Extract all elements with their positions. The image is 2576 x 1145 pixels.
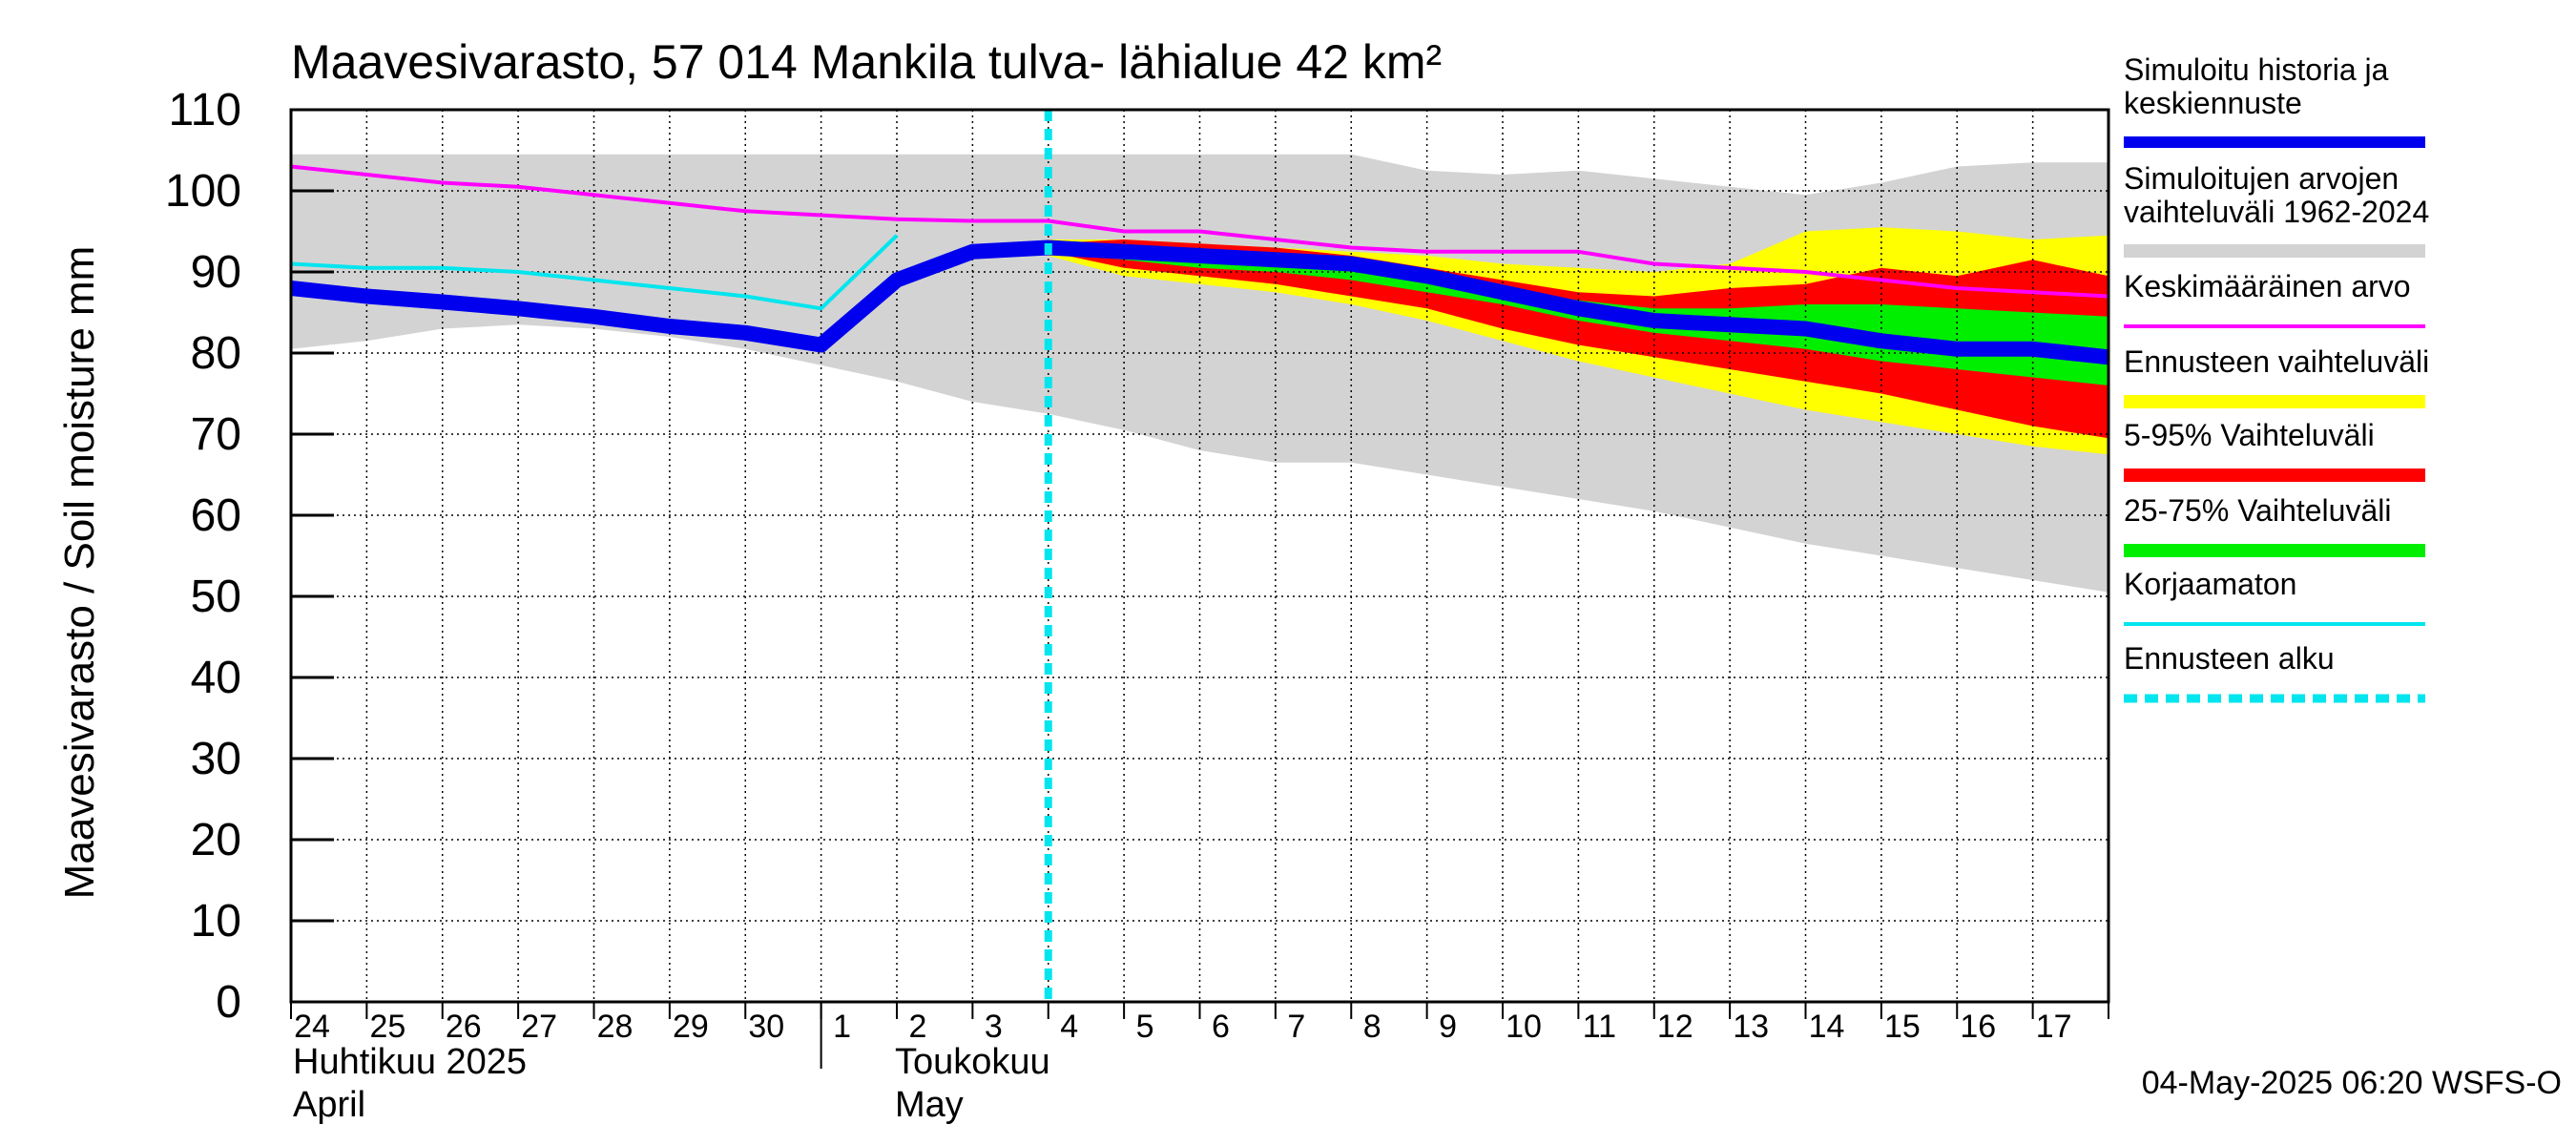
x-day-label: 2	[909, 1009, 927, 1045]
y-tick-label: 50	[191, 572, 241, 622]
x-day-label: 14	[1809, 1009, 1845, 1045]
x-day-label: 4	[1060, 1009, 1078, 1045]
y-tick-label: 30	[191, 734, 241, 784]
x-day-label: 28	[597, 1009, 634, 1045]
chart-title: Maavesivarasto, 57 014 Mankila tulva- lä…	[291, 35, 1442, 89]
y-tick-label: 100	[165, 166, 241, 217]
legend-label-main: keskiennuste	[2124, 86, 2302, 120]
mean-value-line	[290, 164, 2109, 299]
y-tick-label: 90	[191, 247, 241, 298]
x-day-label: 27	[521, 1009, 557, 1045]
x-day-label: 13	[1733, 1009, 1769, 1045]
x-day-label: 11	[1583, 1009, 1616, 1045]
uncorrected-line	[290, 234, 899, 311]
y-tick-label: 0	[216, 977, 241, 1028]
y-tick-label: 60	[191, 490, 241, 541]
x-day-label: 5	[1136, 1009, 1154, 1045]
x-day-label: 8	[1363, 1009, 1381, 1045]
legend-label-mean: Keskimääräinen arvo	[2124, 269, 2411, 303]
y-tick-label: 10	[191, 896, 241, 947]
legend-label-uncorrected: Korjaamaton	[2124, 567, 2296, 601]
legend-label-p25_75: 25-75% Vaihteluväli	[2124, 493, 2391, 528]
month-label-english: April	[293, 1085, 365, 1125]
legend-label-hist_range: Simuloitujen arvojen	[2124, 161, 2399, 196]
month-label: Huhtikuu 2025	[293, 1042, 527, 1082]
legend-label-ens_range: Ennusteen vaihteluväli	[2124, 344, 2429, 379]
y-tick-label: 110	[168, 85, 241, 135]
x-day-label: 26	[446, 1009, 482, 1045]
y-tick-label: 40	[191, 653, 241, 703]
x-day-label: 12	[1657, 1009, 1693, 1045]
plot-area	[290, 110, 2109, 1002]
footer-timestamp: 04-May-2025 06:20 WSFS-O	[2142, 1065, 2562, 1101]
x-day-label: 7	[1287, 1009, 1305, 1045]
month-label: Toukokuu	[895, 1042, 1050, 1082]
x-day-label: 29	[673, 1009, 709, 1045]
x-day-label: 1	[833, 1009, 851, 1045]
x-day-label: 24	[294, 1009, 330, 1045]
month-label-english: May	[895, 1085, 964, 1125]
legend-label-p5_95: 5-95% Vaihteluväli	[2124, 418, 2375, 452]
legend-label-forecast_start: Ennusteen alku	[2124, 641, 2335, 676]
x-day-label: 30	[748, 1009, 784, 1045]
x-day-label: 3	[985, 1009, 1003, 1045]
simulated-median-line	[290, 239, 2109, 365]
y-tick-label: 20	[191, 815, 241, 865]
legend-label-hist_range: vaihteluväli 1962-2024	[2124, 195, 2429, 229]
legend-label-main: Simuloitu historia ja	[2124, 52, 2389, 87]
x-day-label: 6	[1212, 1009, 1230, 1045]
y-tick-label: 70	[191, 409, 241, 460]
x-day-label: 10	[1506, 1009, 1542, 1045]
x-day-label: 15	[1884, 1009, 1921, 1045]
x-day-label: 16	[1960, 1009, 1996, 1045]
x-day-label: 25	[369, 1009, 405, 1045]
y-tick-label: 80	[191, 328, 241, 379]
x-day-label: 17	[2036, 1009, 2072, 1045]
y-axis-label: Maavesivarasto / Soil moisture mm	[56, 246, 103, 900]
x-day-label: 9	[1439, 1009, 1457, 1045]
